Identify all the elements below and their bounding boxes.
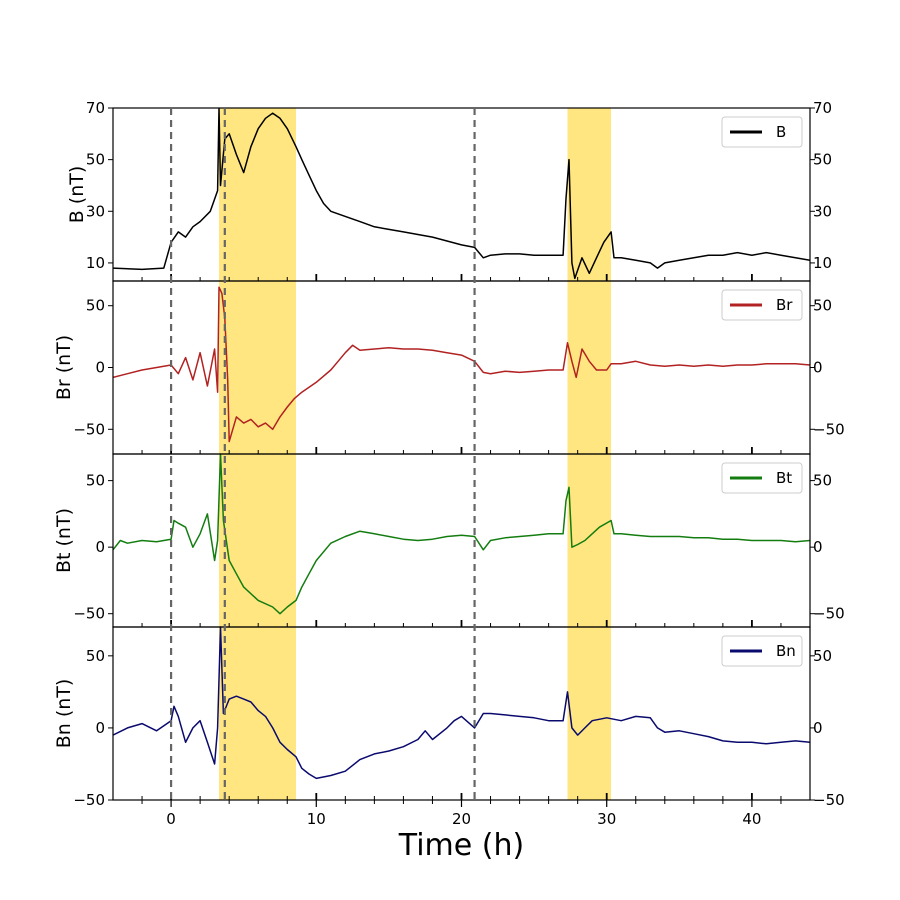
- y-tick-label-right: 0: [813, 719, 823, 737]
- y-tick-label-right: 50: [813, 647, 832, 665]
- y-tick-label-right: 70: [813, 99, 832, 117]
- y-tick-label-left: 30: [86, 202, 105, 220]
- y-tick-label-left: 70: [86, 99, 105, 117]
- y-tick-label-right: 0: [813, 359, 823, 377]
- y-tick-label-left: 0: [95, 538, 105, 556]
- y-tick-label-right: 0: [813, 538, 823, 556]
- x-tick-label: 10: [307, 810, 326, 828]
- legend-label-B: B: [776, 123, 786, 141]
- y-axis-label-B: B (nT): [66, 166, 88, 224]
- y-tick-label-left: 50: [86, 297, 105, 315]
- y-tick-label-right: 10: [813, 254, 832, 272]
- y-axis-label-Br: Br (nT): [53, 335, 75, 400]
- y-axis-label-Bt: Bt (nT): [53, 508, 75, 573]
- y-tick-label-left: −50: [73, 791, 105, 809]
- x-tick-label: 30: [597, 810, 616, 828]
- y-tick-label-right: 50: [813, 472, 832, 490]
- y-axis-label-Bn: Bn (nT): [53, 679, 75, 749]
- legend-label-Bt: Bt: [776, 469, 792, 487]
- y-tick-label-left: 50: [86, 151, 105, 169]
- y-tick-label-right: 50: [813, 297, 832, 315]
- legend-label-Br: Br: [776, 296, 793, 314]
- y-tick-label-left: 0: [95, 359, 105, 377]
- legend-label-Bn: Bn: [776, 642, 796, 660]
- y-tick-label-left: −50: [73, 605, 105, 623]
- series-line-Bt: [113, 453, 810, 615]
- y-tick-label-right: 50: [813, 151, 832, 169]
- y-tick-label-right: −50: [813, 420, 845, 438]
- y-tick-label-left: 50: [86, 647, 105, 665]
- y-tick-label-left: 50: [86, 472, 105, 490]
- series-line-B: [113, 108, 810, 280]
- y-tick-label-left: 0: [95, 719, 105, 737]
- series-line-Br: [113, 286, 810, 443]
- y-tick-label-right: −50: [813, 791, 845, 809]
- series-line-Bn: [113, 626, 810, 780]
- y-tick-label-left: 10: [86, 254, 105, 272]
- x-axis-label: Time (h): [398, 828, 524, 863]
- y-tick-label-right: −50: [813, 605, 845, 623]
- x-tick-label: 20: [452, 810, 471, 828]
- x-tick-label: 40: [742, 810, 761, 828]
- y-tick-label-right: 30: [813, 202, 832, 220]
- x-tick-label: 0: [166, 810, 176, 828]
- y-tick-label-left: −50: [73, 420, 105, 438]
